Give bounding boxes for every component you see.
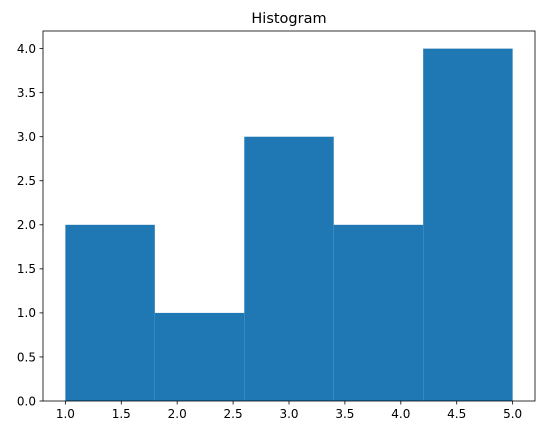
chart-title: Histogram <box>251 11 326 27</box>
y-tick-label: 0.0 <box>17 394 36 408</box>
x-tick-label: 5.0 <box>503 407 522 421</box>
histogram-bar-5 <box>423 48 513 401</box>
x-tick-label: 4.5 <box>447 407 466 421</box>
y-tick-label: 3.5 <box>17 86 36 100</box>
histogram-bar-3 <box>244 136 334 401</box>
y-tick-label: 0.5 <box>17 350 36 364</box>
x-tick-label: 4.0 <box>391 407 410 421</box>
y-tick-label: 3.0 <box>17 130 36 144</box>
y-tick-label: 1.0 <box>17 306 36 320</box>
y-tick-label: 1.5 <box>17 262 36 276</box>
histogram-bar-4 <box>333 224 424 401</box>
x-tick-label: 2.0 <box>168 407 187 421</box>
x-tick-label: 2.5 <box>224 407 243 421</box>
histogram-bar-2 <box>154 312 245 401</box>
y-tick-label: 4.0 <box>17 42 36 56</box>
histogram-bar-1 <box>65 224 155 401</box>
y-tick-label: 2.0 <box>17 218 36 232</box>
x-tick-label: 3.0 <box>279 407 298 421</box>
x-tick-label: 1.5 <box>112 407 131 421</box>
x-tick-label: 1.0 <box>56 407 75 421</box>
axes-layer: 1.0 1.5 2.0 2.5 3.0 3.5 4.0 4.5 5.0 0.0 0.5 1.0 1.5 2… <box>17 30 536 421</box>
bars-layer <box>65 48 513 401</box>
x-tick-label: 3.5 <box>335 407 354 421</box>
y-tick-label: 2.5 <box>17 174 36 188</box>
